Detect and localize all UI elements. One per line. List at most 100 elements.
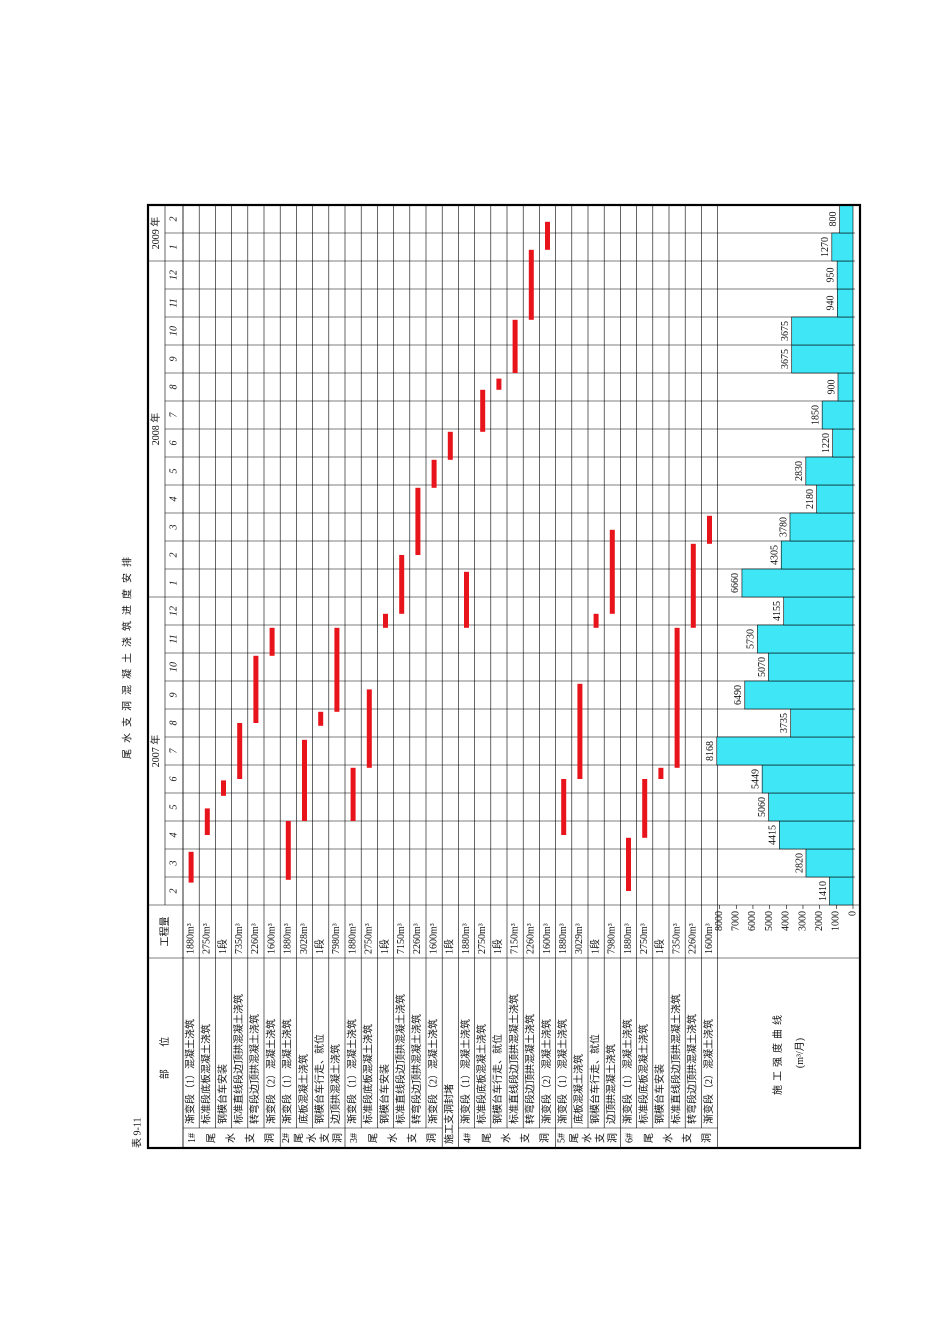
curve-unit: (m³/月) — [794, 1038, 806, 1068]
axis-tick-label: 0 — [847, 911, 858, 916]
intensity-label: 5730 — [746, 629, 757, 649]
item-name: 边顶拱混凝土浇筑 — [605, 1044, 618, 1124]
month-label: 2 — [168, 889, 179, 894]
axis-tick-label: 7000 — [731, 911, 742, 931]
intensity-label: 1270 — [820, 237, 831, 257]
month-label: 9 — [168, 693, 179, 698]
intensity-step — [805, 848, 854, 878]
intensity-step — [780, 540, 854, 570]
schedule-bar — [366, 689, 372, 768]
schedule-bar — [707, 515, 712, 544]
item-quantity: 7350m³ — [234, 923, 245, 954]
intensity-step — [816, 484, 854, 514]
table-number: 表 9-11 — [130, 1118, 143, 1148]
intensity-step — [837, 288, 854, 318]
item-quantity: 2260m³ — [526, 923, 537, 954]
item-name: 标准段底板混凝土浇筑 — [200, 1024, 213, 1124]
group-label: 支 — [406, 1133, 418, 1143]
header-part: 部 位 — [158, 1027, 171, 1080]
item-quantity: 1段 — [491, 939, 504, 954]
item-quantity: 1880m³ — [185, 923, 196, 954]
month-label: 3 — [168, 861, 179, 867]
item-name: 钢模台车行走、就位 — [588, 1034, 601, 1124]
axis-tick-label: 8000 — [714, 911, 725, 931]
month-label: 7 — [168, 412, 179, 418]
item-name: 渐变段（1）混凝土浇筑 — [345, 1019, 358, 1124]
item-quantity: 1段 — [313, 939, 326, 954]
group-label: 支 — [682, 1133, 694, 1143]
schedule-bar — [188, 851, 194, 883]
year-label: 2009 年 — [149, 217, 162, 250]
item-quantity: 2750m³ — [639, 923, 650, 954]
item-name: 转弯段边顶拱混凝土浇筑 — [248, 1014, 261, 1124]
intensity-label: 4415 — [768, 825, 779, 845]
item-name: 标准段底板混凝土浇筑 — [362, 1024, 375, 1124]
schedule-bar — [609, 529, 615, 614]
schedule-bar — [334, 627, 340, 712]
month-label: 11 — [168, 634, 179, 643]
month-label: 6 — [168, 777, 179, 782]
group-label: 支 — [520, 1133, 532, 1143]
item-quantity: 2260m³ — [412, 923, 423, 954]
intensity-label: 2830 — [794, 461, 805, 481]
group-label: 2# — [281, 1133, 292, 1143]
intensity-label: 5449 — [750, 769, 761, 789]
intensity-step — [768, 792, 854, 822]
item-name: 转弯段边顶拱混凝土浇筑 — [686, 1014, 699, 1124]
intensity-label: 8168 — [705, 741, 716, 761]
schedule-bar — [690, 543, 696, 628]
group-label: 尾 — [205, 1133, 217, 1143]
month-label: 10 — [168, 662, 179, 672]
schedule-bar — [528, 249, 534, 320]
month-label: 6 — [168, 441, 179, 446]
group-label: 水 — [225, 1133, 237, 1143]
intensity-step — [837, 372, 854, 402]
schedule-bar — [204, 808, 210, 835]
group-label: 洞 — [426, 1133, 438, 1143]
item-name: 标准直线段边顶拱混凝土浇筑 — [669, 994, 682, 1124]
schedule-bar — [302, 739, 307, 821]
schedule-bar — [674, 627, 680, 768]
item-name: 钢模台车安装 — [378, 1064, 391, 1124]
intensity-label: 5060 — [757, 797, 768, 817]
intensity-label: 6660 — [730, 573, 741, 593]
item-name: 标准直线段边顶拱混凝土浇筑 — [394, 994, 407, 1124]
intensity-step — [829, 876, 854, 906]
item-name: 渐变段（2）混凝土浇筑 — [540, 1019, 553, 1124]
item-name: 渐变段（1）混凝土浇筑 — [556, 1019, 569, 1124]
group-label: 洞 — [332, 1133, 344, 1143]
intensity-step — [744, 680, 854, 710]
month-label: 4 — [168, 833, 179, 838]
item-quantity: 2260m³ — [688, 923, 699, 954]
group-label: 6# — [624, 1133, 635, 1143]
month-label: 4 — [168, 497, 179, 502]
item-quantity: 1段 — [216, 939, 229, 954]
intensity-label: 1410 — [818, 881, 829, 901]
item-quantity: 3029m³ — [574, 923, 585, 954]
axis-tick-label: 4000 — [781, 911, 792, 931]
intensity-label: 6490 — [733, 685, 744, 705]
group-label: 洞 — [539, 1133, 551, 1143]
year-label: 2007 年 — [149, 735, 162, 768]
item-quantity: 1880m³ — [558, 923, 569, 954]
item-name: 渐变段（2）混凝土浇筑 — [426, 1019, 439, 1124]
axis-tick-label: 3000 — [797, 911, 808, 931]
schedule-bar — [415, 487, 421, 555]
header-quantity: 工程量 — [159, 917, 171, 947]
schedule-bar — [318, 711, 324, 726]
intensity-label: 3780 — [778, 517, 789, 537]
month-label: 10 — [168, 326, 179, 336]
item-quantity: 1600m³ — [542, 923, 553, 954]
month-label: 1 — [168, 245, 179, 250]
month-label: 1 — [168, 581, 179, 586]
schedule-bar — [626, 837, 631, 891]
item-quantity: 3028m³ — [299, 923, 310, 954]
group-label: 洞 — [264, 1133, 276, 1143]
item-quantity: 2750m³ — [364, 923, 375, 954]
intensity-step — [741, 568, 854, 598]
item-name: 边顶拱混凝土浇筑 — [329, 1044, 342, 1124]
intensity-step — [831, 232, 854, 262]
schedule-bar — [512, 319, 518, 373]
item-name: 标准段底板混凝土浇筑 — [637, 1024, 650, 1124]
